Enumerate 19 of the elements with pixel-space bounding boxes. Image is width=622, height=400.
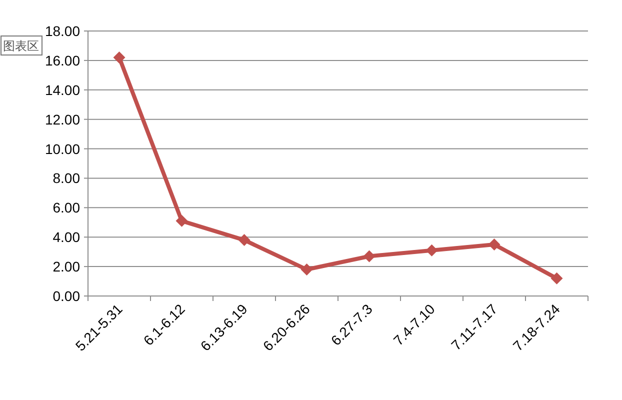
y-tick-label: 2.00 xyxy=(52,258,80,275)
y-tick-label: 14.00 xyxy=(44,82,80,98)
y-tick-label: 12.00 xyxy=(44,111,80,128)
point xyxy=(488,238,500,250)
point xyxy=(363,250,376,262)
text: 图表区 xyxy=(3,39,39,53)
point xyxy=(238,234,250,246)
y-tick-label: 0.00 xyxy=(52,288,80,304)
y-tick-label: 10.00 xyxy=(44,140,80,157)
point xyxy=(176,214,188,227)
point xyxy=(113,52,126,64)
point xyxy=(300,264,313,276)
y-tick-label: 4.00 xyxy=(52,229,80,246)
y-tick-label: 18.00 xyxy=(44,23,80,39)
point xyxy=(550,272,563,284)
y-tick-label: 16.00 xyxy=(44,52,80,68)
y-tick-label: 8.00 xyxy=(52,170,80,186)
y-tick-label: 6.00 xyxy=(52,200,80,216)
point xyxy=(426,244,438,256)
